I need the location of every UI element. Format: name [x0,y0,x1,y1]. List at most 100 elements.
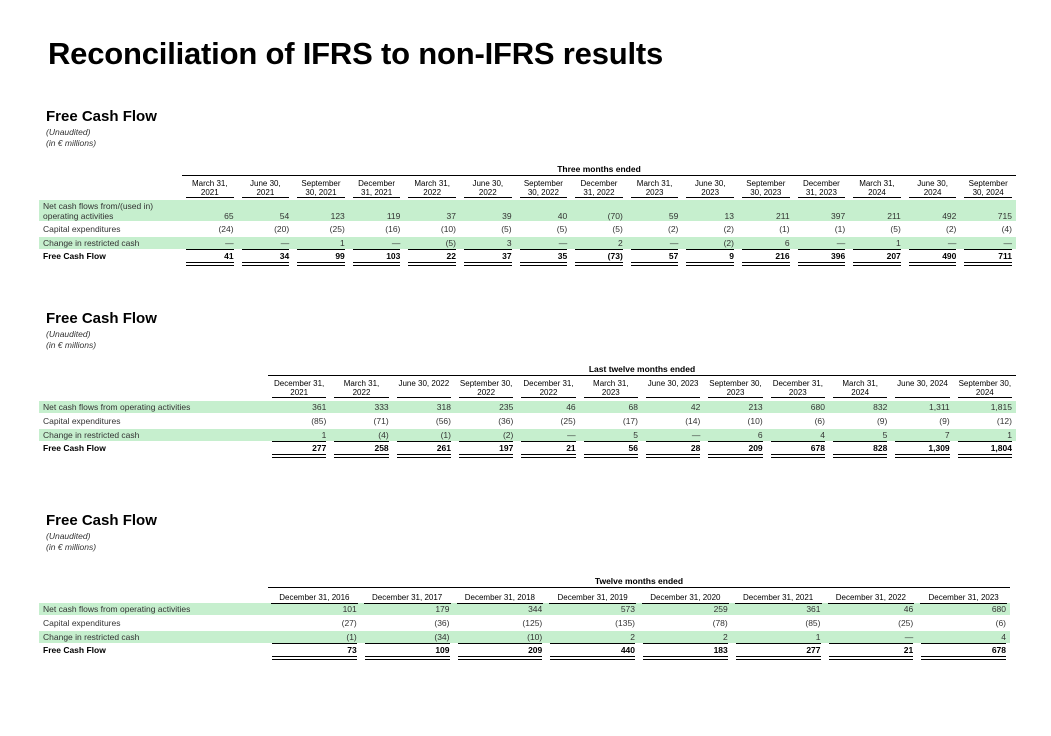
table-cell: (6) [814,416,825,426]
table-cell: (24) [218,224,234,234]
row-highlight [39,200,1016,221]
table-cell: 3 [506,238,512,248]
table-cell: 73 [347,645,357,655]
table-cell: (9) [876,416,888,426]
table-cell: 1,309 [928,443,950,453]
table-cell: 573 [620,604,635,614]
table-cell: 65 [224,211,234,221]
subtotal-underline [921,643,1006,644]
column-header: December 31, 2017 [371,593,443,602]
table-cell: — [280,238,290,248]
table-cell: (73) [607,251,623,261]
table-cell: (78) [712,618,728,628]
table-cell: 39 [502,211,512,221]
table-cell: (2) [502,430,514,440]
table-subtitle-unaudited: (Unaudited) [46,329,91,339]
column-header: September 30, 2022 [459,379,513,397]
table-cell: 397 [831,211,846,221]
table-cell: (125) [522,618,543,628]
subtotal-underline [828,643,914,644]
total-double-underline [408,262,456,266]
row-label: Change in restricted cash [43,430,140,440]
subtotal-underline [334,441,389,442]
column-header-underline [459,397,514,398]
table-cell: 37 [446,211,456,221]
table-cell: 103 [386,251,401,261]
table-cell: 490 [942,251,957,261]
column-header-underline [352,197,401,198]
column-header: June 30, 2024 [897,379,948,388]
column-header: March 31, 2024 [859,179,895,197]
table-cell: 678 [991,645,1006,655]
table-cell: 711 [998,251,1012,261]
total-double-underline [521,454,576,458]
table-cell: 1 [1007,430,1012,440]
row-highlight [39,429,1016,441]
table-cell: 21 [903,645,914,655]
subtotal-underline [457,643,543,644]
column-header-underline [519,197,568,198]
subtotal-underline [908,249,957,250]
table-cell: 828 [873,443,888,453]
total-double-underline [575,262,623,266]
total-double-underline [334,454,389,458]
column-header: March 31, 2022 [414,179,450,197]
total-double-underline [686,262,734,266]
table-cell: 6 [757,430,763,440]
column-header-underline [521,397,576,398]
table-cell: 46 [566,402,576,412]
column-header: September 30, 2023 [746,179,786,197]
table-cell: 277 [312,443,327,453]
table-cell: (34) [434,632,450,642]
total-double-underline [364,656,450,660]
total-double-underline [833,454,888,458]
table-cell: (25) [560,416,576,426]
total-double-underline [272,454,327,458]
table-cell: 680 [810,402,825,412]
total-double-underline [797,262,846,266]
table-cell: (36) [498,416,514,426]
total-double-underline [630,262,679,266]
subtotal-underline [646,441,701,442]
column-header-underline [575,197,623,198]
table-cell: — [225,238,234,248]
subtotal-underline [272,643,357,644]
table-cell: 46 [903,604,914,614]
total-double-underline [708,454,763,458]
column-header: September 30, 2021 [301,179,341,197]
total-double-underline [396,454,451,458]
column-header: December 31, 2021 [742,593,814,602]
table-cell: (12) [996,416,1012,426]
table-cell: (2) [668,224,679,234]
table-cell: (5) [556,224,568,234]
subtotal-underline [550,643,635,644]
row-label: Change in restricted cash [43,238,140,248]
table-cell: (4) [1001,224,1012,234]
column-header-underline [964,197,1012,198]
row-highlight [39,631,1010,643]
table-cell: — [558,238,568,248]
table-cell: 1,311 [929,402,950,412]
table-cell: 42 [690,402,701,412]
table-cell: (5) [445,238,456,248]
table-cell: (2) [946,224,957,234]
column-header: September 30, 2023 [709,379,762,397]
table-subtitle-units: (in € millions) [46,542,97,552]
table-cell: 832 [873,402,888,412]
row-label: Free Cash Flow [43,443,106,453]
table-cell: 211 [887,211,901,221]
column-header-underline [334,397,389,398]
total-double-underline [828,656,914,660]
table-cell: 209 [748,443,763,453]
table-cell: (10) [527,632,543,642]
table-cell: — [567,430,576,440]
subtotal-underline [521,441,576,442]
subtotal-underline [464,249,512,250]
total-double-underline [643,656,728,660]
column-header-underline [396,397,451,398]
table-cell: 318 [436,402,451,412]
table-cell: 211 [776,211,790,221]
column-header-underline [646,397,701,398]
table-cell: 9 [729,251,734,261]
